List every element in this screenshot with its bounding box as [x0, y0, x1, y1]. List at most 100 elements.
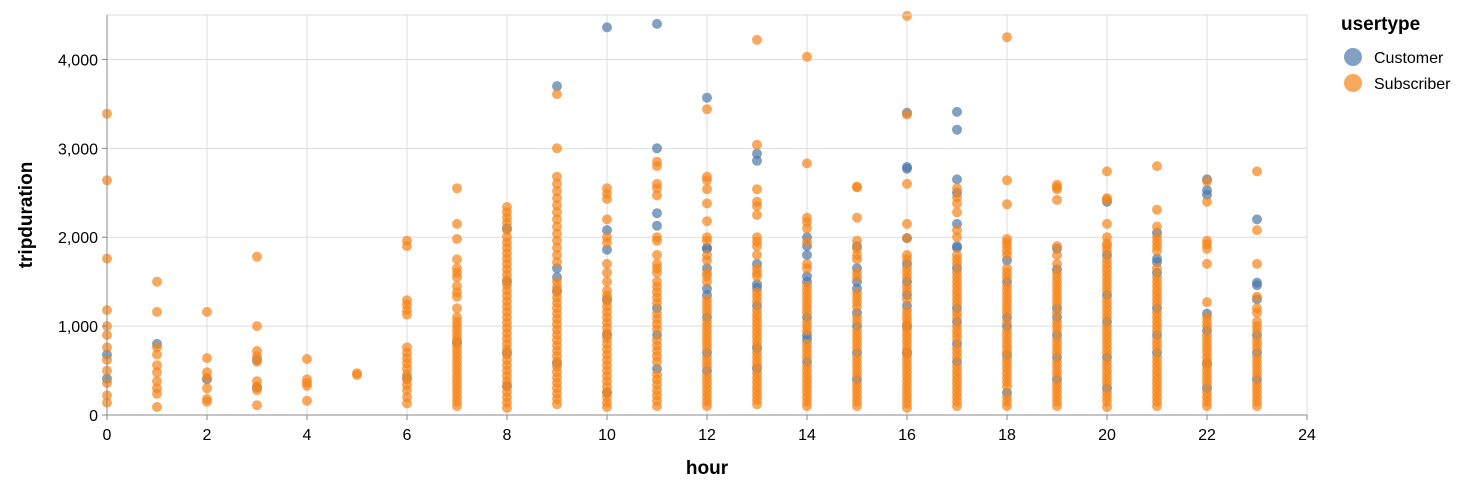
data-point: [652, 18, 662, 29]
data-point: [702, 175, 712, 186]
data-point: [552, 193, 562, 204]
data-point: [702, 198, 712, 209]
data-point: [1202, 258, 1212, 269]
data-point: [1202, 401, 1212, 412]
data-point: [902, 178, 912, 189]
data-point: [1152, 161, 1162, 172]
data-point: [1202, 297, 1212, 308]
x-tick-label: 6: [403, 427, 412, 444]
data-point: [1052, 401, 1062, 412]
x-axis-ticks: 0 2 4 6 8 10 12 14 16 18 20 22 24: [103, 415, 1316, 444]
data-point: [202, 306, 212, 317]
data-point: [252, 400, 262, 411]
data-point: [902, 10, 912, 21]
data-point: [702, 216, 712, 227]
data-point: [1252, 280, 1262, 291]
y-axis-ticks: 0 1,000 2,000 3,000 4,000: [58, 52, 107, 425]
data-point: [852, 182, 862, 193]
data-point: [1152, 221, 1162, 232]
data-point: [652, 250, 662, 260]
data-point: [1202, 243, 1212, 254]
data-point: [802, 250, 812, 260]
data-point: [552, 81, 562, 92]
data-point: [652, 190, 662, 201]
data-point: [652, 208, 662, 219]
data-point: [152, 306, 162, 317]
axes: 0 2 4 6 8 10 12 14 16 18 20 22 24 01,0002,0003,0004,…: [16, 14, 1316, 479]
data-point: [1002, 316, 1012, 327]
data-point: [1102, 166, 1112, 177]
x-tick-label: 24: [1298, 427, 1316, 444]
data-point: [702, 235, 712, 246]
data-point: [952, 183, 962, 194]
data-point: [752, 201, 762, 212]
data-point: [602, 214, 612, 225]
legend-symbol: [1344, 48, 1362, 66]
data-point: [452, 272, 462, 283]
legend: usertype Customer Subscriber: [1341, 14, 1451, 93]
data-point: [1102, 347, 1112, 358]
data-point: [252, 385, 262, 396]
data-point: [152, 376, 162, 387]
data-point: [402, 309, 412, 320]
data-point: [902, 402, 912, 413]
data-point: [802, 158, 812, 169]
data-point: [1002, 307, 1012, 318]
data-points: [102, 10, 1262, 413]
data-point: [1102, 218, 1112, 229]
data-point: [1052, 241, 1062, 252]
data-point: [1252, 258, 1262, 269]
data-point: [902, 163, 912, 174]
data-point: [452, 291, 462, 302]
y-tick-label: 3,000: [58, 141, 98, 158]
data-point: [702, 401, 712, 412]
data-point: [402, 241, 412, 252]
data-point: [552, 200, 562, 211]
data-point: [1102, 378, 1112, 389]
data-point: [152, 367, 162, 378]
data-point: [952, 334, 962, 345]
data-point: [402, 385, 412, 396]
data-point: [852, 316, 862, 327]
data-point: [1252, 325, 1262, 336]
data-point: [1202, 378, 1212, 389]
data-point: [1252, 307, 1262, 318]
data-point: [952, 242, 962, 253]
y-tick-label: 4,000: [58, 52, 98, 69]
y-axis-title: tripduration: [16, 162, 37, 269]
data-point: [602, 244, 612, 255]
data-point: [752, 139, 762, 150]
data-point: [852, 301, 862, 312]
data-point: [202, 383, 212, 394]
data-point: [952, 232, 962, 243]
data-point: [902, 272, 912, 283]
data-point: [1052, 347, 1062, 358]
data-point: [852, 370, 862, 380]
data-point: [552, 235, 562, 246]
data-point: [852, 212, 862, 223]
data-point: [602, 402, 612, 412]
x-tick-label: 8: [503, 427, 512, 444]
data-point: [1052, 194, 1062, 205]
x-tick-label: 20: [1098, 427, 1116, 444]
data-point: [302, 395, 312, 406]
data-point: [452, 303, 462, 314]
data-point: [752, 210, 762, 220]
data-point: [552, 221, 562, 232]
data-point: [502, 225, 512, 236]
data-point: [1252, 291, 1262, 302]
data-point: [1152, 263, 1162, 274]
data-point: [552, 89, 562, 100]
data-point: [1202, 196, 1212, 207]
data-point: [702, 255, 712, 266]
data-point: [1252, 401, 1262, 412]
data-point: [902, 285, 912, 296]
data-point: [902, 254, 912, 265]
data-point: [702, 276, 712, 287]
data-point: [952, 312, 962, 323]
data-point: [702, 343, 712, 354]
data-point: [952, 174, 962, 185]
x-tick-label: 4: [303, 427, 312, 444]
data-point: [602, 237, 612, 248]
data-point: [952, 198, 962, 209]
